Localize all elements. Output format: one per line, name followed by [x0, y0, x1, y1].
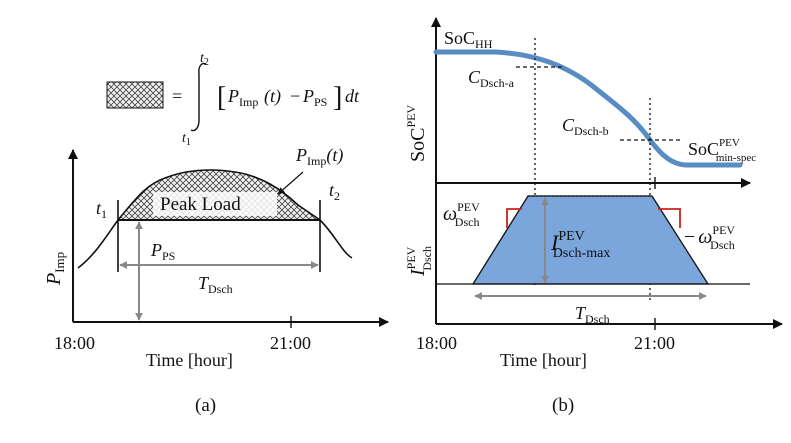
i-dsch-y-axis-label: IPEV Dsch — [404, 246, 434, 277]
formula-t-arg: (t) — [264, 86, 281, 107]
panel-a-caption: (a) — [195, 395, 216, 416]
i-max-label: IPEV Dsch-max — [550, 229, 610, 261]
panel-a-tick-label-18: 18:00 — [54, 333, 95, 353]
formula-minus: − — [290, 86, 300, 106]
omega-left-label: ωPEV Dsch — [443, 200, 480, 229]
c-dsch-b-label: CDsch-b — [562, 115, 609, 138]
t2-label: t2 — [329, 180, 340, 203]
formula-dt: dt — [345, 86, 360, 106]
formula-bracket-open: [ — [217, 82, 226, 113]
peak-load-label-bg — [153, 192, 277, 216]
formula: = t2 t1 [ PImp (t) − PPS ] dt — [106, 51, 360, 148]
soc-min-spec-label: SoCPEV min-spec — [688, 137, 756, 164]
p-imp-curve-label: PImp(t) — [295, 145, 343, 168]
soc-curve — [433, 49, 743, 168]
soc-hh-label: SoCHH — [444, 28, 493, 51]
panel-b: SoCHH SoCPEV CDsch-a CDsch-b SoCPEV min-s… — [404, 17, 783, 416]
formula-equals: = — [172, 86, 182, 106]
omega-right-ramp-marker — [658, 208, 681, 228]
formula-upper-limit: t2 — [200, 51, 209, 68]
c-dsch-a-label: CDsch-a — [468, 67, 515, 90]
hatch-legend-swatch — [106, 81, 164, 109]
panel-a-y-axis-label: PImp — [43, 252, 67, 286]
panel-a: = t2 t1 [ PImp (t) − PPS ] dt PImp Peak … — [43, 51, 389, 416]
peak-load-label: Peak Load — [160, 194, 241, 215]
soc-y-axis-label: SoCPEV — [404, 105, 429, 162]
formula-lower-limit: t1 — [182, 131, 191, 148]
omega-right-label: − ωPEV Dsch — [684, 223, 735, 252]
t-dsch-label-a: TDsch — [198, 273, 233, 296]
panel-b-tick-label-18: 18:00 — [416, 333, 457, 353]
formula-p-ps: PPS — [302, 86, 327, 109]
p-ps-label: PPS — [150, 240, 175, 263]
p-imp-curve-pointer — [277, 171, 304, 195]
panel-b-tick-label-21: 21:00 — [634, 333, 675, 353]
t-dsch-label-b: TDsch — [575, 303, 610, 326]
integral-sign-icon — [190, 62, 207, 132]
omega-left-ramp-marker — [506, 208, 522, 228]
formula-bracket-close: ] — [333, 82, 342, 113]
panel-b-x-axis-label: Time [hour] — [500, 350, 587, 370]
panel-b-caption: (b) — [552, 395, 574, 416]
panel-a-x-axis-label: Time [hour] — [146, 350, 233, 370]
formula-p-imp: PImp — [227, 86, 258, 109]
panel-a-tick-label-21: 21:00 — [270, 333, 311, 353]
t1-label: t1 — [96, 198, 107, 221]
